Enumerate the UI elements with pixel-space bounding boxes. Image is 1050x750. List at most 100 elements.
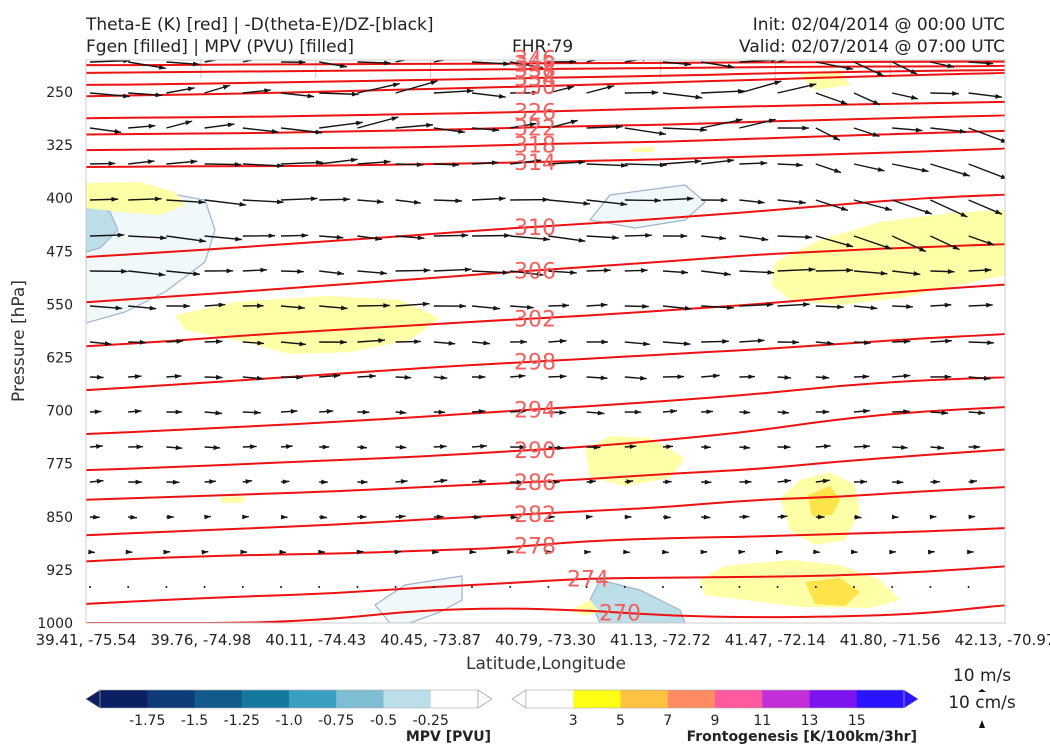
wind-vector xyxy=(739,479,752,485)
wind-vector-head xyxy=(1029,305,1036,310)
wind-vector-head xyxy=(1014,409,1021,414)
wind-vector-head xyxy=(945,338,952,344)
wind-vector-head xyxy=(639,375,647,381)
wind-vector-head xyxy=(704,444,711,450)
wind-vector-head xyxy=(414,339,421,345)
wind-vector-head xyxy=(280,514,288,520)
wind-vector xyxy=(739,514,750,520)
wind-vector-head xyxy=(245,479,253,484)
wind-vector xyxy=(318,549,325,555)
x-tick-label: 40.11, -74.43 xyxy=(265,631,366,649)
wind-vector xyxy=(357,444,368,450)
wind-vector xyxy=(624,409,642,415)
wind-vector xyxy=(929,586,932,588)
wind-vector xyxy=(548,410,567,415)
wind-vector xyxy=(433,409,446,415)
wind-vector xyxy=(777,339,800,345)
wind-vector-head xyxy=(1009,479,1016,484)
init-time: Init: 02/04/2014 @ 00:00 UTC xyxy=(752,15,1005,35)
wind-vector-shaft xyxy=(662,127,707,131)
wind-vector xyxy=(395,60,409,63)
wind-vector-shaft xyxy=(586,60,599,63)
wind-vector xyxy=(892,304,913,309)
wind-vector-shaft xyxy=(968,163,1005,179)
wind-vector-head xyxy=(757,338,765,344)
wind-vector xyxy=(319,61,347,69)
wind-vector xyxy=(624,479,634,485)
wind-vector xyxy=(701,373,720,379)
wind-vector xyxy=(930,445,945,450)
wind-vector-head xyxy=(760,160,768,166)
contour-label: 282 xyxy=(514,503,556,528)
y-tick-label: 550 xyxy=(46,297,73,313)
colorbar-extend-right xyxy=(903,689,919,709)
wind-vector xyxy=(280,374,303,380)
wind-vector xyxy=(586,339,609,345)
wind-vector xyxy=(777,409,790,415)
wind-vector-shaft xyxy=(280,127,323,134)
wind-vector-head xyxy=(891,514,899,520)
wind-vector xyxy=(128,92,163,98)
wind-vector-head xyxy=(492,127,500,133)
wind-vector-head xyxy=(432,549,439,555)
wind-vector-head xyxy=(121,268,128,274)
wind-vector-dot xyxy=(547,586,550,588)
wind-vector-head xyxy=(984,267,992,273)
wind-vector-head xyxy=(134,409,142,414)
wind-vector-head xyxy=(666,444,673,450)
colorbar-cell xyxy=(573,690,621,708)
wind-vector-head xyxy=(929,514,937,520)
wind-vector-head xyxy=(658,130,666,136)
wind-vector-shaft xyxy=(395,80,438,94)
wind-vector xyxy=(1007,342,1035,347)
wind-vector xyxy=(930,61,955,69)
wind-vector xyxy=(891,61,918,75)
wind-vector xyxy=(853,586,855,588)
wind-vector xyxy=(319,270,345,276)
wind-vector xyxy=(166,338,184,344)
wind-vector xyxy=(433,444,447,450)
wind-vector-head xyxy=(862,374,870,380)
wind-vector xyxy=(853,235,892,250)
wind-vector xyxy=(510,339,528,345)
wind-vector-head xyxy=(360,479,368,485)
wind-vector-head xyxy=(1036,171,1043,176)
wind-vector xyxy=(89,161,116,166)
wind-vector-head xyxy=(567,85,574,91)
wind-vector-head xyxy=(337,270,345,276)
wind-vector xyxy=(357,409,370,415)
y-axis-label: Pressure [hPa] xyxy=(9,280,29,402)
wind-vector-dot xyxy=(891,586,894,588)
wind-vector-head xyxy=(175,409,183,415)
wind-vector-head xyxy=(213,445,221,450)
colorbar-tick: 9 xyxy=(711,713,720,729)
wind-vector xyxy=(815,127,841,141)
wind-vector xyxy=(662,374,685,380)
wind-vector-head xyxy=(163,549,171,555)
wind-vector xyxy=(853,444,870,449)
wind-vector xyxy=(128,444,144,450)
theta-e-contour xyxy=(86,376,1005,435)
wind-vector xyxy=(1007,515,1015,520)
wind-vector xyxy=(1007,236,1030,243)
wind-vector-head xyxy=(941,410,949,416)
wind-vector xyxy=(548,199,591,206)
wind-vector xyxy=(471,196,506,202)
wind-vector xyxy=(930,410,949,416)
wind-vector-head xyxy=(962,171,970,177)
wind-vector xyxy=(510,270,544,277)
wind-vector-head xyxy=(677,374,685,380)
wind-vector-head xyxy=(440,478,448,484)
wind-vector xyxy=(930,269,955,274)
wind-vector xyxy=(892,445,908,450)
wind-vector-head xyxy=(139,339,147,345)
wind-vector-head xyxy=(924,209,932,215)
colorbar-tick: -1.5 xyxy=(181,713,208,729)
wind-vector-head xyxy=(722,339,729,344)
wind-vector xyxy=(357,479,368,485)
wind-vector-dot xyxy=(623,586,626,588)
wind-vector xyxy=(128,374,142,379)
wind-vector-head xyxy=(249,444,257,450)
wind-vector xyxy=(739,338,765,344)
